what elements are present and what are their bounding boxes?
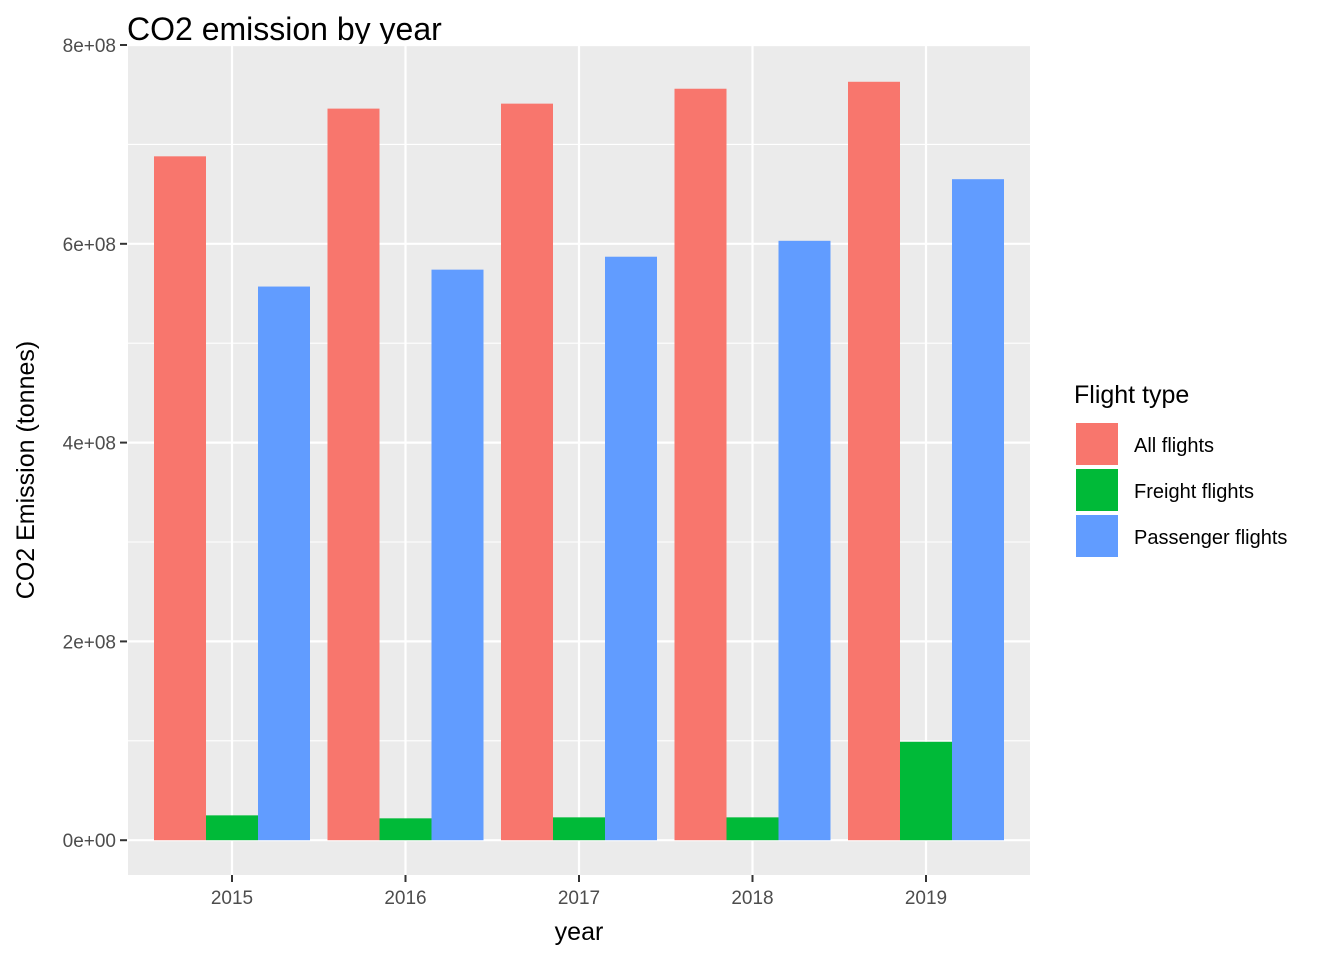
bar-all-flights-2017 (501, 103, 553, 841)
x-tick-label: 2015 (211, 888, 253, 909)
chart-title: CO2 emission by year (127, 11, 442, 47)
legend-label: Freight flights (1134, 481, 1254, 503)
bar-passenger-flights-2018 (778, 240, 831, 841)
legend: Flight type All flights Freight flights Pa… (1074, 381, 1287, 558)
bars (154, 81, 1004, 841)
legend-label: All flights (1134, 435, 1214, 457)
bar-freight-flights-2019 (900, 741, 952, 841)
bar-freight-flights-2015 (206, 815, 258, 841)
bar-all-flights-2015 (154, 156, 206, 841)
x-tick-label: 2017 (558, 888, 600, 909)
bar-freight-flights-2017 (553, 817, 605, 841)
bar-all-flights-2018 (674, 88, 727, 841)
bar-all-flights-2019 (848, 81, 900, 841)
legend-swatch (1076, 515, 1118, 557)
bar-passenger-flights-2016 (431, 269, 484, 841)
x-axis-title: year (555, 918, 604, 946)
y-tick-label: 0e+00 (63, 831, 116, 852)
x-tick-label: 2016 (384, 888, 426, 909)
y-axis-title: CO2 Emission (tonnes) (12, 341, 40, 599)
x-axis: 2015 2016 2017 2018 2019 (211, 875, 947, 909)
x-tick-label: 2018 (731, 888, 773, 909)
bar-passenger-flights-2015 (258, 286, 310, 841)
bar-passenger-flights-2017 (605, 256, 657, 841)
legend-swatch (1076, 423, 1118, 465)
y-tick-label: 6e+08 (63, 235, 116, 256)
legend-swatch (1076, 469, 1118, 511)
legend-title: Flight type (1074, 381, 1189, 409)
bar-passenger-flights-2019 (952, 179, 1004, 841)
y-axis: 0e+00 2e+08 4e+08 6e+08 8e+08 (63, 36, 127, 852)
bar-freight-flights-2016 (379, 818, 432, 841)
bar-freight-flights-2018 (726, 817, 779, 841)
legend-label: Passenger flights (1134, 527, 1287, 549)
y-tick-label: 2e+08 (63, 632, 116, 653)
bar-all-flights-2016 (327, 108, 380, 841)
y-tick-label: 8e+08 (63, 36, 116, 57)
x-tick-label: 2019 (905, 888, 947, 909)
y-tick-label: 4e+08 (63, 434, 116, 455)
